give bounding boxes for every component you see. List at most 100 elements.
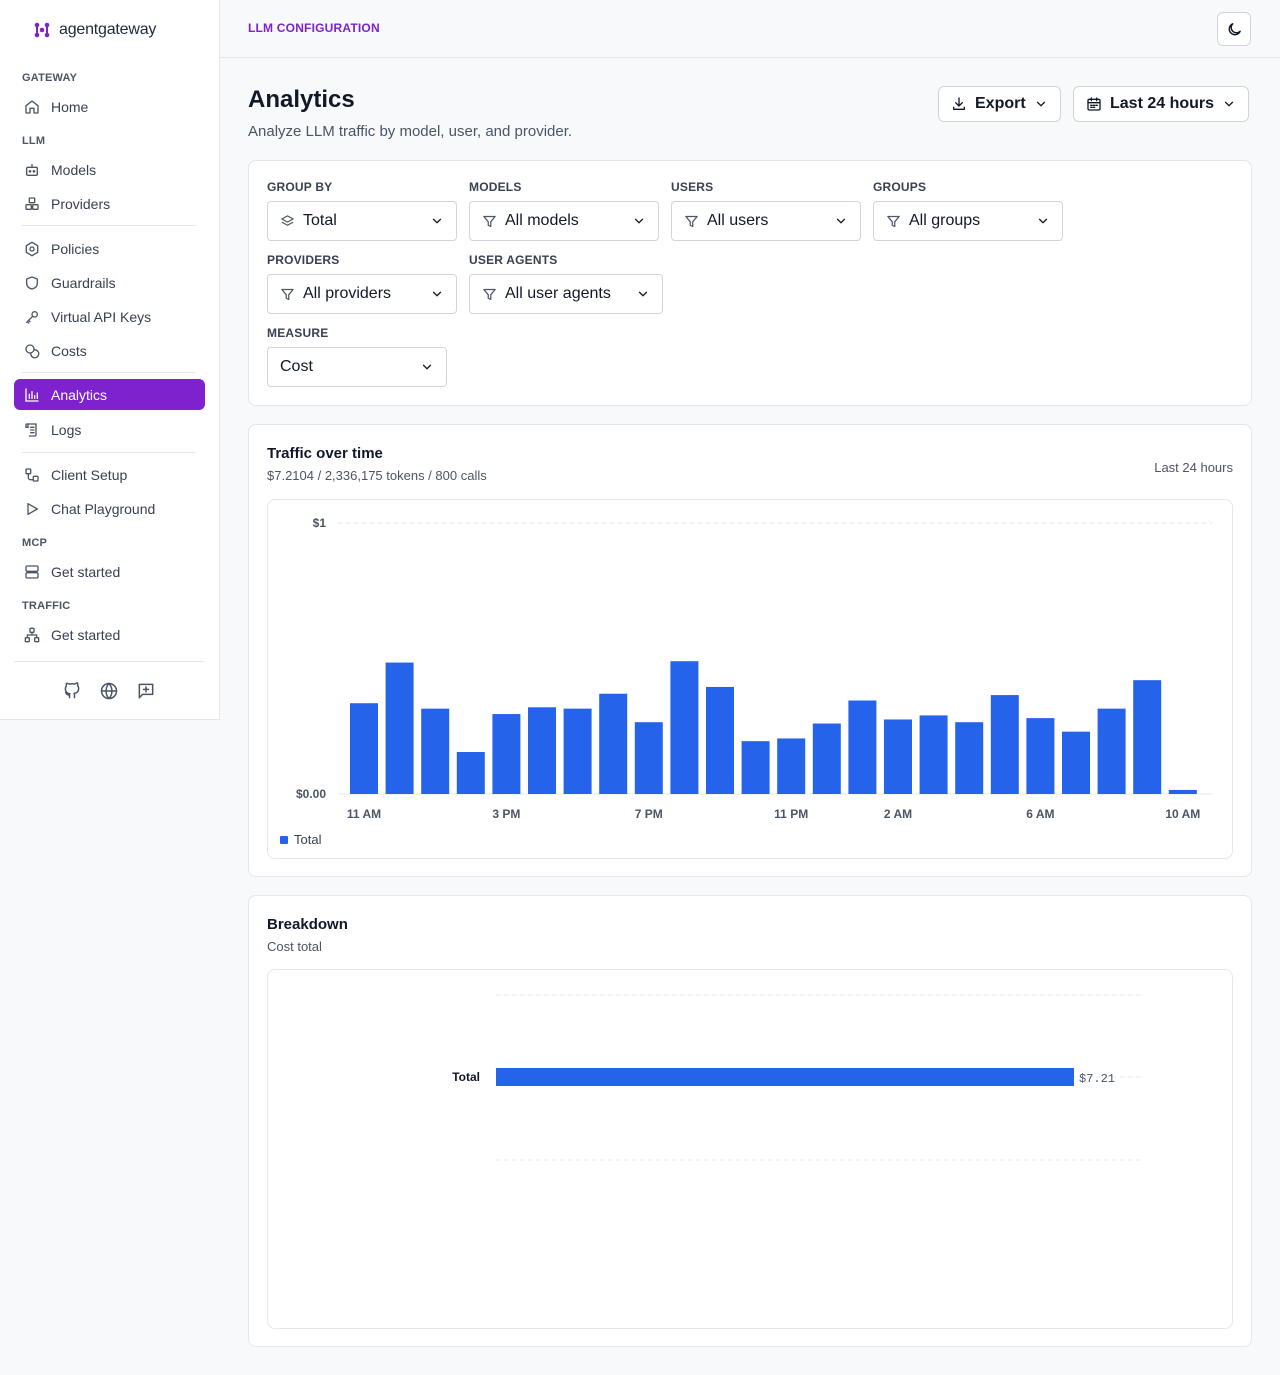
chart-bar[interactable] [919,715,948,794]
sidebar-item-label: Providers [51,195,111,212]
sidebar-item-guardrails[interactable]: Guardrails [14,267,205,298]
sidebar: agentgateway GATEWAY Home LLM Models Pro… [0,0,220,720]
users-select[interactable]: All users [671,201,861,241]
sidebar-item-home[interactable]: Home [14,91,205,122]
chevron-down-icon [636,287,650,301]
sidebar-item-policies[interactable]: Policies [14,233,205,264]
chart-bar[interactable] [563,708,592,794]
filters-card: GROUP BY Total MODELS All models USERS A… [248,160,1252,406]
chart-bar[interactable] [706,686,734,794]
chevron-down-icon [632,214,646,228]
chart-bar[interactable] [421,708,450,794]
sidebar-item-label: Analytics [51,386,108,403]
coins-icon [23,342,41,360]
network-icon [23,626,41,644]
group-by-label: GROUP BY [267,180,333,194]
breakdown-chart: Total $7.21 [452,994,1140,1161]
chart-bar[interactable] [492,714,521,794]
sidebar-item-label: Get started [51,626,121,643]
sidebar-item-logs[interactable]: Logs [14,414,205,445]
groups-label: GROUPS [873,180,927,194]
chart-bar[interactable] [1026,718,1055,794]
sidebar-item-label: Policies [51,240,100,257]
chart-bar[interactable] [634,722,663,794]
chart-bar[interactable] [599,693,628,794]
user-agents-select[interactable]: All user agents [469,274,663,314]
measure-select[interactable]: Cost [267,347,447,387]
filter-icon [482,214,497,229]
y-tick-label: $1 [313,516,327,530]
chart-bar[interactable] [385,662,414,794]
sidebar-item-client-setup[interactable]: Client Setup [14,459,205,490]
sidebar-item-mcp-get-started[interactable]: Get started [14,556,205,587]
legend-swatch [280,836,288,844]
theme-toggle-button[interactable] [1217,12,1251,46]
sidebar-item-providers[interactable]: Providers [14,188,205,219]
chart-bar[interactable] [884,719,912,794]
chevron-down-icon [430,214,444,228]
sidebar-item-analytics[interactable]: Analytics [14,379,205,410]
chart-bar[interactable] [670,661,699,794]
sidebar-item-label: Home [51,98,89,115]
top-bar: LLM CONFIGURATION [220,0,1280,58]
chart-bar[interactable] [990,695,1019,794]
sidebar-item-label: Guardrails [51,274,116,291]
breakdown-chart-frame: Total $7.21 [267,969,1233,1329]
chart-bar[interactable] [1133,680,1162,794]
chevron-down-icon [1034,97,1048,111]
chart-bar[interactable] [741,741,770,794]
app-logo[interactable]: agentgateway [33,21,156,39]
chart-bar[interactable] [1097,708,1126,794]
sidebar-item-label: Get started [51,563,121,580]
breakdown-card: Breakdown Cost total Total $7.21 [248,895,1252,1347]
sidebar-divider [22,225,196,226]
measure-label: MEASURE [267,326,329,340]
date-range-button[interactable]: Last 24 hours [1073,86,1250,122]
sidebar-item-models[interactable]: Models [14,154,205,185]
filter-icon [482,287,497,302]
export-button[interactable]: Export [938,86,1061,122]
breakdown-bar[interactable] [496,1068,1074,1086]
chevron-down-icon [834,214,848,228]
bar-chart-icon [23,386,41,404]
chart-bar[interactable] [528,707,556,794]
measure-value: Cost [280,358,313,375]
chart-bar[interactable] [456,751,485,794]
chart-bar[interactable] [777,738,806,794]
breadcrumb[interactable]: LLM CONFIGURATION [248,21,380,35]
legend-label: Total [294,832,322,847]
providers-select[interactable]: All providers [267,274,457,314]
section-gateway: GATEWAY [22,72,78,84]
group-by-select[interactable]: Total [267,201,457,241]
groups-select[interactable]: All groups [873,201,1063,241]
github-icon[interactable] [62,681,82,701]
sidebar-item-label: Models [51,161,97,178]
chart-bar[interactable] [812,723,841,794]
sidebar-divider [22,372,196,373]
chart-bar[interactable] [848,700,877,794]
sidebar-item-chat-playground[interactable]: Chat Playground [14,493,205,524]
sidebar-item-virtual-api-keys[interactable]: Virtual API Keys [14,301,205,332]
app-name: agentgateway [59,21,157,38]
models-label: MODELS [469,180,522,194]
user-agents-label: USER AGENTS [469,253,558,267]
providers-label: PROVIDERS [267,253,340,267]
traffic-card: Traffic over time $7.2104 / 2,336,175 to… [248,424,1252,877]
feedback-icon[interactable] [136,681,156,701]
breakdown-subtitle: Cost total [267,939,322,954]
chart-bar[interactable] [955,722,984,794]
chart-bar[interactable] [350,703,378,794]
sidebar-item-label: Logs [51,421,82,438]
sidebar-item-costs[interactable]: Costs [14,335,205,366]
providers-value: All providers [303,285,392,302]
key-icon [23,308,41,326]
globe-icon[interactable] [99,681,119,701]
models-select[interactable]: All models [469,201,659,241]
models-value: All models [505,212,579,229]
chart-bar[interactable] [1168,789,1197,794]
chevron-down-icon [1222,97,1236,111]
user-agents-value: All user agents [505,285,611,302]
x-tick-label: 11 PM [774,807,808,821]
chart-bar[interactable] [1062,731,1090,794]
sidebar-item-traffic-get-started[interactable]: Get started [14,619,205,650]
